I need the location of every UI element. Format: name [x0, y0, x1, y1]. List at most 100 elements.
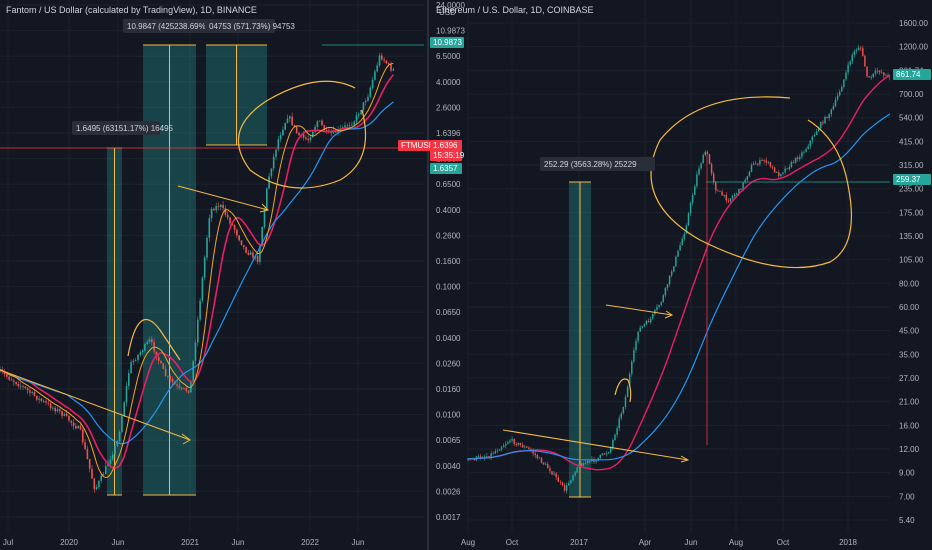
candle-body: [754, 163, 757, 165]
candle-body: [746, 176, 749, 180]
candle-body: [586, 460, 589, 463]
candle-body: [505, 443, 507, 446]
candle-body: [127, 373, 130, 386]
right-chart-title: Ethereum / U.S. Dollar, 1D, COINBASE: [436, 5, 594, 15]
x-axis-tick-label: 2022: [301, 538, 319, 547]
candle-body: [887, 74, 889, 76]
x-axis-tick-label: Oct: [777, 538, 790, 547]
price-tag-label: 1.6396: [433, 141, 458, 150]
candle-body: [157, 357, 160, 361]
candle-body: [838, 91, 841, 96]
candle-body: [385, 60, 388, 64]
candle-body: [763, 160, 765, 161]
candle-body: [618, 418, 620, 429]
candle-body: [817, 128, 820, 132]
y-axis-tick-label: 0.1600: [436, 257, 461, 266]
candle-body: [95, 487, 98, 490]
candle-body: [222, 204, 224, 209]
candle-body: [492, 453, 494, 455]
candle-body: [773, 167, 776, 173]
candle-body: [757, 163, 759, 165]
candle-body: [298, 132, 300, 136]
candle-body: [521, 444, 524, 448]
candle-body: [589, 460, 591, 462]
candle-body: [801, 152, 803, 157]
candle-body: [167, 376, 169, 377]
candle-body: [210, 208, 213, 219]
right-time-axis[interactable]: Aug Oct 2017 Apr Jun Aug Oct 2018: [461, 538, 858, 547]
y-axis-tick-label: 21.00: [899, 398, 920, 407]
candle-body: [717, 190, 719, 192]
y-axis-tick-label: 1.6396: [436, 129, 461, 138]
candle-body: [721, 191, 723, 196]
candle-body: [872, 73, 875, 78]
candle-body: [33, 391, 36, 396]
candle-body: [185, 388, 188, 391]
price-tag-label: 861.74: [896, 70, 921, 79]
right-grid: [467, 0, 890, 532]
candle-body: [599, 454, 602, 458]
left-price-axis[interactable]: 24.0000 10.9873 6.5000 4.0000 2.6000 1.6396 1.…: [436, 1, 465, 522]
right-annotations: [502, 96, 890, 463]
candle-body: [853, 51, 856, 55]
y-axis-tick-label: 415.00: [899, 137, 924, 146]
y-axis-tick-label: 16.00: [899, 421, 920, 430]
candle-body: [862, 48, 864, 56]
candle-body: [750, 164, 753, 172]
candle-body: [277, 139, 280, 150]
trend-line: [0, 369, 191, 441]
y-axis-tick-label: 24.0000: [436, 1, 465, 10]
price-tag-bg: [893, 69, 931, 80]
y-axis-tick-label: 5.40: [899, 516, 915, 525]
candle-body: [836, 95, 839, 100]
candle-body: [526, 446, 528, 448]
candle-body: [72, 422, 75, 427]
candle-body: [652, 313, 654, 319]
candle-body: [780, 173, 782, 177]
candle-body: [778, 172, 780, 177]
x-axis-tick-label: Jun: [112, 538, 125, 547]
price-tag-label: 10.9873: [433, 38, 462, 47]
candle-body: [710, 164, 713, 174]
arrow-head: [680, 455, 690, 463]
candle-body: [843, 79, 845, 88]
candle-body: [641, 326, 644, 328]
y-axis-tick-label: 35.00: [899, 350, 920, 359]
candle-body: [540, 457, 543, 463]
candle-body: [584, 462, 587, 464]
candle-body: [626, 386, 629, 398]
candle-body: [56, 409, 59, 412]
right-chart-pane[interactable]: 1600.00 1200.00 861.74 700.00 540.00 415.00 31…: [436, 0, 931, 547]
candle-body: [479, 456, 482, 459]
candle-body: [130, 362, 132, 374]
trend-line: [502, 429, 689, 461]
candle-body: [77, 425, 80, 429]
candle-body: [24, 386, 27, 389]
candle-body: [679, 245, 681, 251]
y-axis-tick-label: 0.2600: [436, 231, 461, 240]
y-axis-tick-label: 0.0160: [436, 385, 461, 394]
callout-text: 1.6495 (63151.17%) 16495: [76, 124, 174, 133]
candle-body: [782, 172, 784, 174]
candle-body: [104, 466, 107, 475]
candle-body: [355, 115, 358, 122]
candle-body: [742, 182, 744, 190]
candle-body: [477, 456, 480, 458]
y-axis-tick-label: 27.00: [899, 374, 920, 383]
candle-body: [183, 388, 185, 389]
left-time-axis[interactable]: Jul 2020 Jun 2021 Jun 2022 Jun: [3, 538, 365, 547]
candle-body: [675, 256, 677, 267]
candle-body: [364, 100, 367, 103]
left-chart-pane[interactable]: 24.0000 10.9873 6.5000 4.0000 2.6000 1.6396 1.…: [0, 0, 465, 547]
candle-body: [658, 305, 660, 308]
candle-body: [58, 409, 61, 412]
candle-body: [561, 482, 564, 486]
candle-body: [387, 63, 390, 65]
left-chart-title: Fantom / US Dollar (calculated by Tradin…: [6, 5, 257, 15]
candle-body: [114, 445, 116, 455]
candle-body: [857, 47, 860, 51]
candle-body: [26, 388, 29, 391]
candle-body: [8, 376, 11, 380]
y-axis-tick-label: 235.00: [899, 185, 924, 194]
